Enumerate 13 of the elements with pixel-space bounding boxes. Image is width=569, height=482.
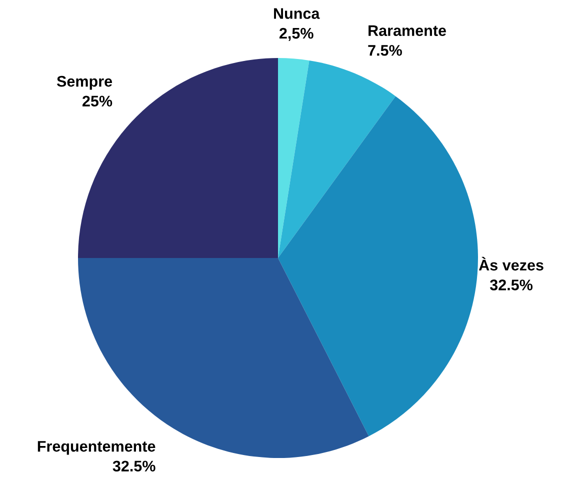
pie-slice [278,58,310,258]
data-label: 32.5% [112,460,156,472]
data-label: 2,5% [279,28,314,41]
data-label: 32.5% [490,280,533,290]
pie-slice [278,60,396,258]
slice-label: Raramente [368,25,446,36]
pie-slice [278,96,478,436]
data-label: 25% [82,96,112,107]
slice-label: Sempre [56,76,112,90]
data-label: 7.5% [368,45,402,56]
slice-label: Às vezes [478,256,544,271]
slice-label: Nunca [274,8,320,19]
slice-label: Frequentemente [38,441,156,455]
